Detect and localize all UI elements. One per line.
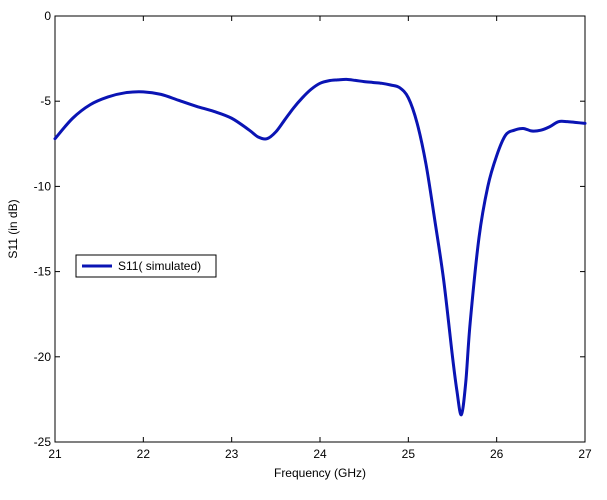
y-tick-label: -5	[40, 94, 51, 108]
y-tick-label: 0	[44, 9, 51, 23]
y-axis-ticks: 0 -5 -10 -15 -20 -25	[34, 9, 585, 449]
x-axis-ticks: 21 22 23 24 25 26 27	[48, 16, 592, 461]
x-tick-label: 26	[490, 447, 504, 461]
x-tick-label: 23	[225, 447, 239, 461]
y-tick-label: -25	[34, 435, 52, 449]
legend-box	[75, 254, 217, 278]
x-tick-label: 22	[137, 447, 151, 461]
x-tick-label: 24	[313, 447, 327, 461]
x-tick-label: 21	[48, 447, 62, 461]
legend: S11( simulated)	[75, 254, 217, 278]
y-axis-label: S11 (in dB)	[6, 199, 20, 258]
x-axis-label: Frequency (GHz)	[274, 466, 366, 480]
series-line-s11-simulated	[53, 77, 587, 417]
x-tick-label: 27	[578, 447, 592, 461]
y-tick-label: -20	[34, 350, 52, 364]
y-tick-label: -10	[34, 179, 52, 193]
plot-area	[54, 15, 586, 443]
y-tick-label: -15	[34, 265, 52, 279]
legend-label: S11( simulated)	[118, 259, 201, 273]
x-tick-label: 25	[402, 447, 416, 461]
